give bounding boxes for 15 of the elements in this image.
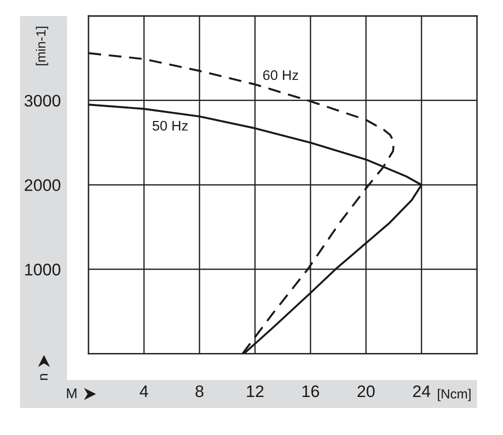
x-tick-label: 4 (140, 386, 148, 398)
x-axis-title: M (67, 388, 76, 398)
x-tick-label: 16 (302, 385, 320, 398)
x-tick-label: 12 (247, 385, 264, 398)
y-axis-title: n (40, 374, 48, 380)
x-tick-label: 24 (413, 385, 430, 398)
text: [min-1] (36, 26, 48, 66)
x-tick-label: 20 (358, 385, 375, 398)
text: [Ncm] (438, 388, 471, 402)
series-label: 50 Hz (152, 120, 188, 131)
series-label: 60 Hz (263, 70, 298, 80)
y-tick-label: 2000 (24, 179, 60, 192)
y-tick-label: 3000 (24, 94, 60, 107)
x-tick-label: 8 (196, 385, 204, 398)
y-tick-label: 1000 (25, 264, 60, 276)
